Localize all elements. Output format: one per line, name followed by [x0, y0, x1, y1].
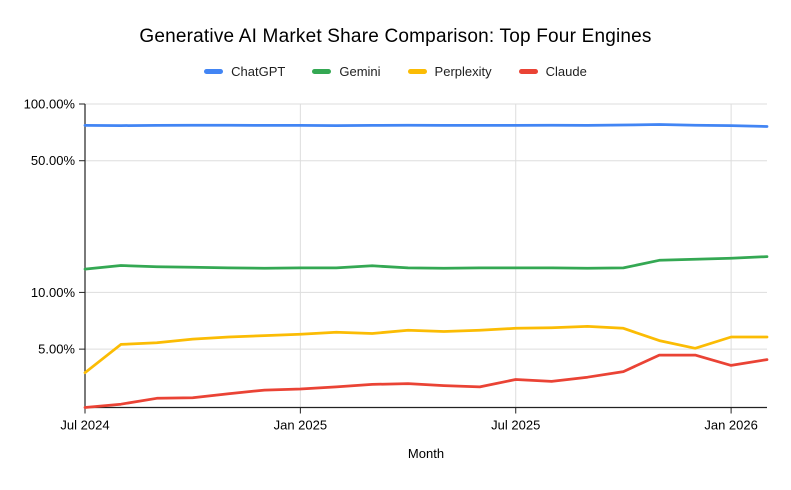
- y-tick-label: 50.00%: [31, 153, 76, 168]
- legend-item-chatgpt[interactable]: ChatGPT: [204, 64, 285, 79]
- legend-swatch-chatgpt: [204, 68, 224, 74]
- x-tick-label: Jan 2026: [704, 418, 758, 433]
- chart-title: Generative AI Market Share Comparison: T…: [139, 26, 652, 47]
- chart-legend: ChatGPT Gemini Perplexity Claude: [0, 62, 791, 80]
- legend-item-perplexity[interactable]: Perplexity: [407, 63, 492, 79]
- legend-swatch-perplexity: [407, 68, 427, 74]
- legend-label-claude: Claude: [545, 63, 587, 79]
- x-tick-label: Jan 2025: [274, 418, 328, 433]
- legend-swatch-gemini: [312, 68, 332, 74]
- x-tick-label: Jul 2025: [491, 418, 540, 433]
- series-line-perplexity[interactable]: [83, 325, 769, 375]
- x-axis-title: Month: [408, 446, 444, 461]
- y-tick-label: 100.00%: [24, 97, 76, 112]
- legend-label-chatgpt: ChatGPT: [231, 63, 286, 79]
- legend-swatch-claude: [518, 68, 538, 74]
- y-tick-label: 5.00%: [38, 342, 75, 357]
- series-line-chatgpt[interactable]: [83, 123, 769, 128]
- legend-label-perplexity: Perplexity: [434, 63, 492, 79]
- series-line-gemini[interactable]: [83, 255, 769, 271]
- legend-item-claude[interactable]: Claude: [518, 63, 587, 79]
- series-line-claude[interactable]: [83, 353, 769, 409]
- legend-label-gemini: Gemini: [339, 63, 381, 79]
- y-tick-label: 10.00%: [31, 285, 76, 300]
- legend-item-gemini[interactable]: Gemini: [312, 63, 381, 79]
- x-tick-label: Jul 2024: [60, 418, 109, 433]
